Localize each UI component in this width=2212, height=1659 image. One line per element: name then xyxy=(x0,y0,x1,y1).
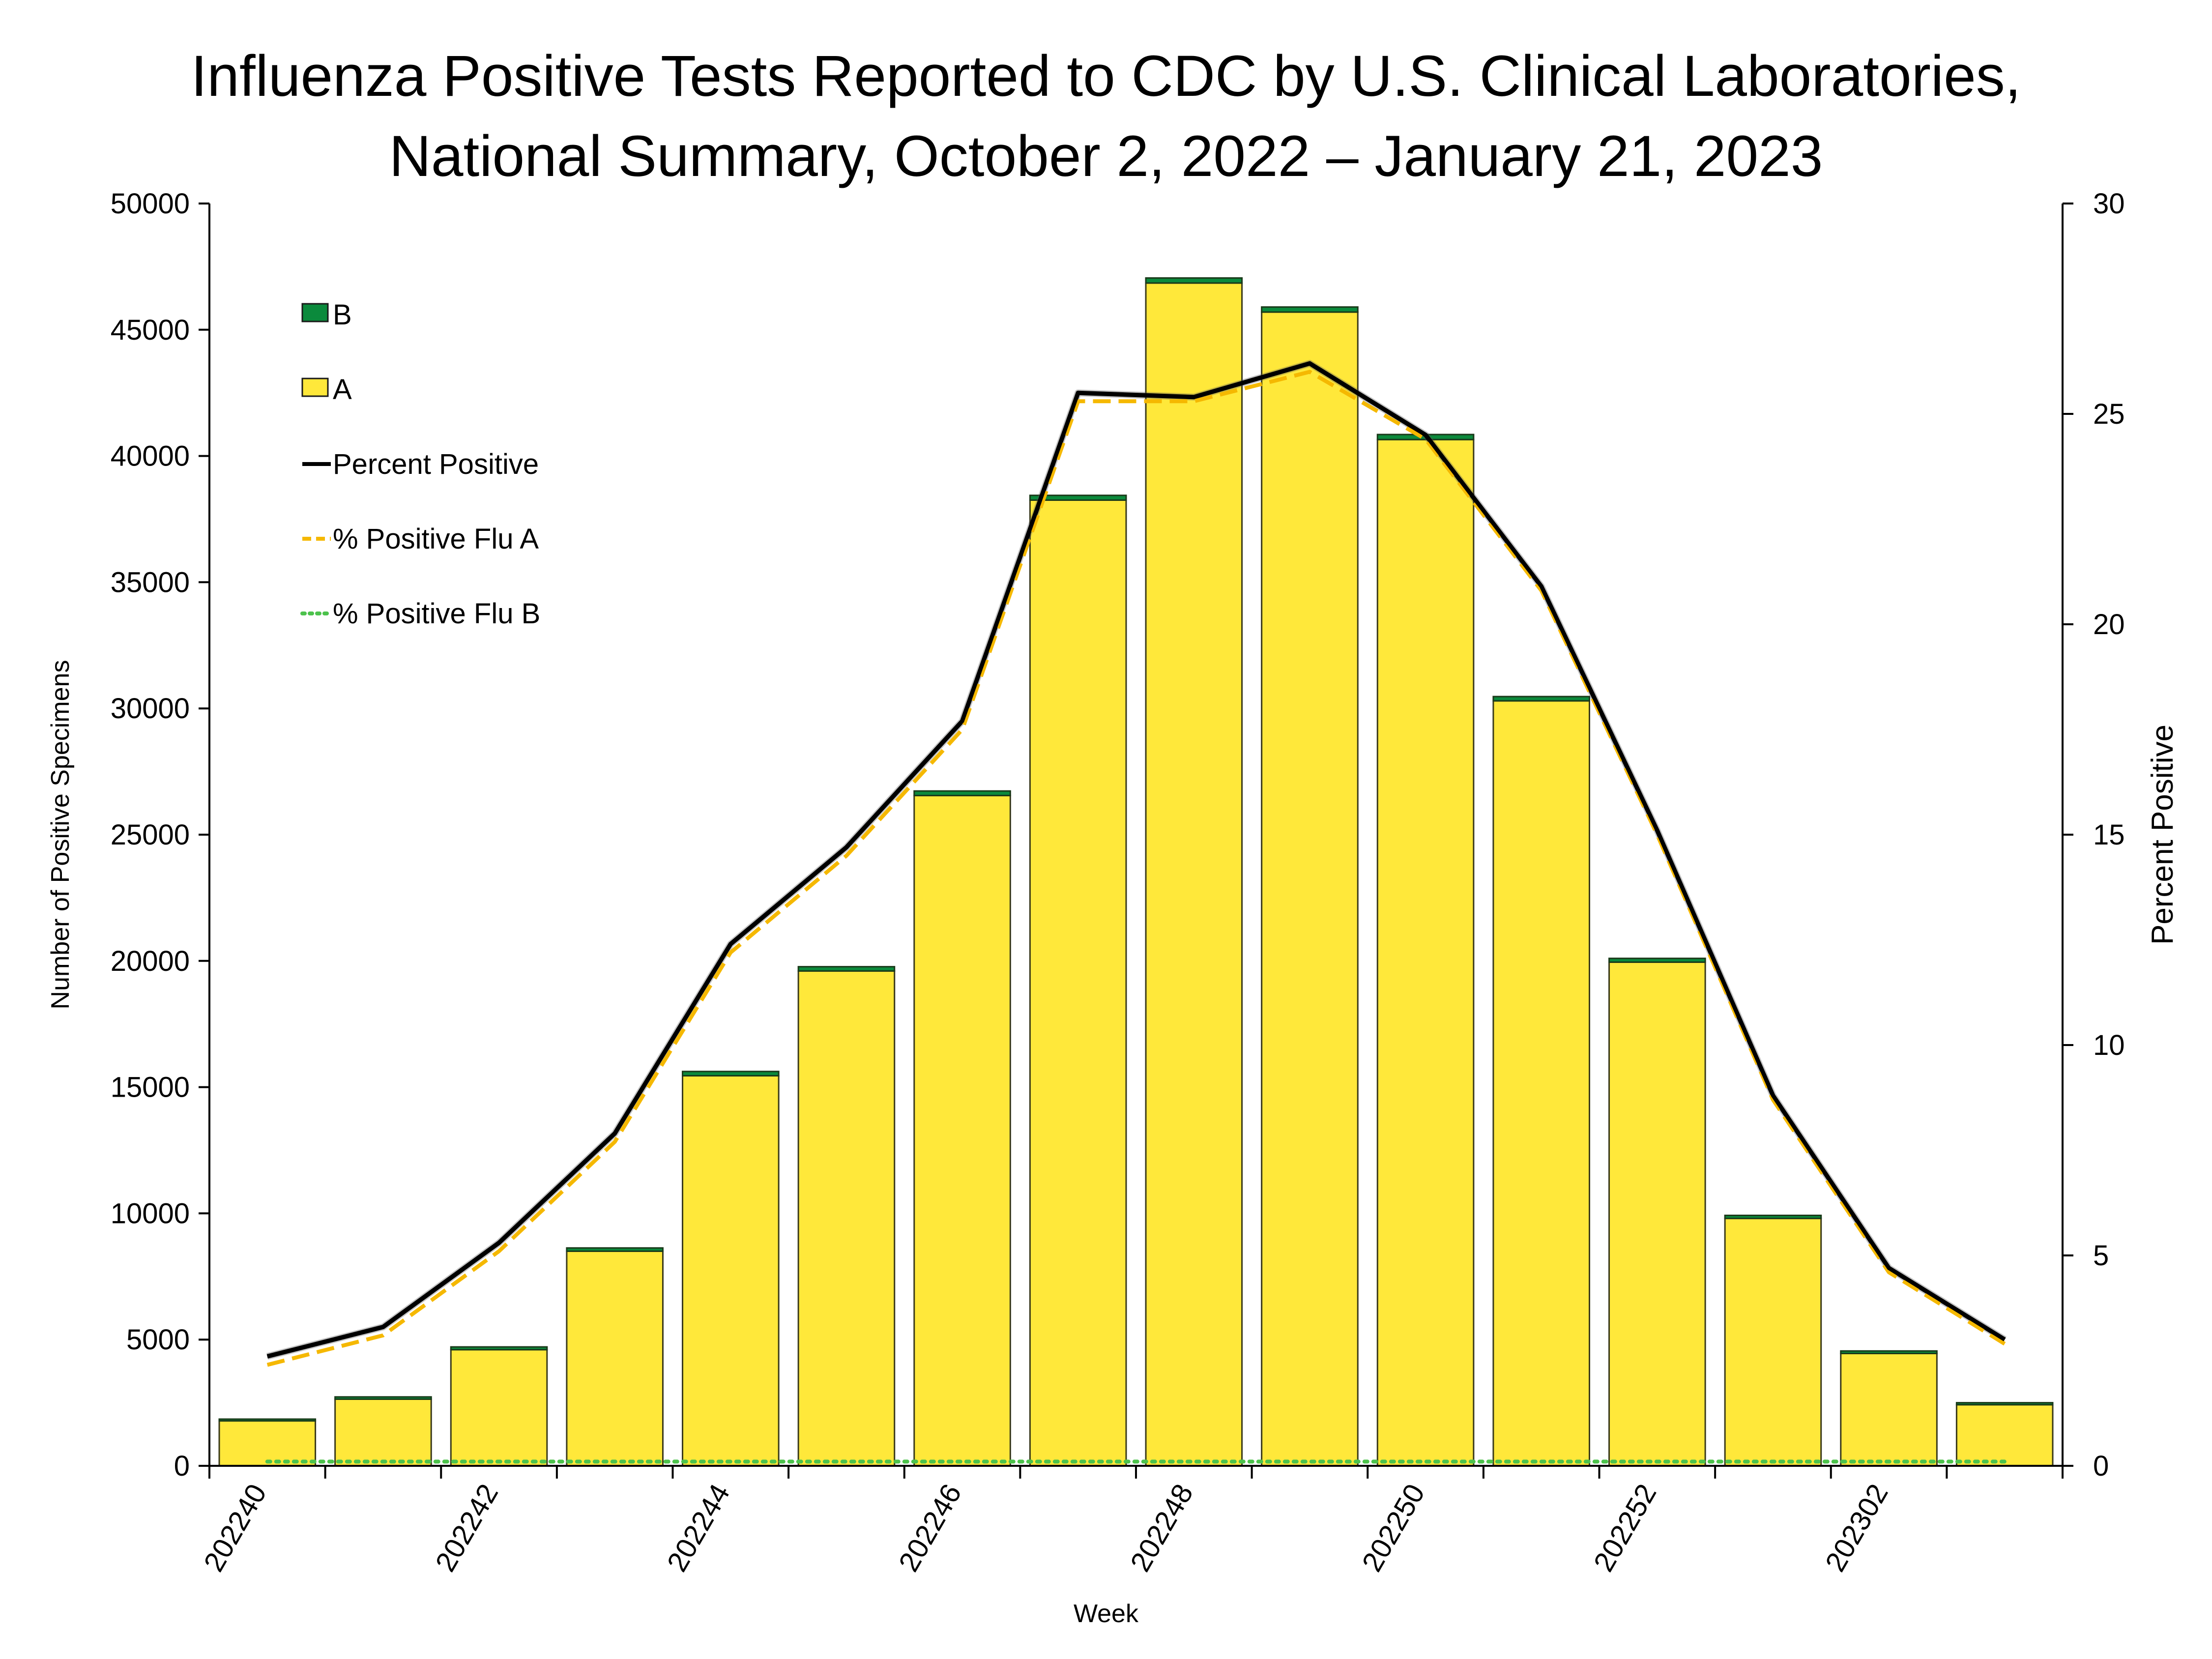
y-right-tick-label: 30 xyxy=(2093,188,2125,220)
bar-b-202249 xyxy=(1261,306,1359,313)
bar-a-202303 xyxy=(1955,1404,2054,1467)
legend-swatch-a xyxy=(301,378,329,397)
y-left-tick-label: 15000 xyxy=(111,1072,190,1104)
bar-a-202243 xyxy=(566,1250,664,1467)
legend-label: B xyxy=(333,299,352,331)
legend-label: % Positive Flu B xyxy=(333,598,540,630)
y-left-tick-label: 20000 xyxy=(111,945,190,977)
bar-a-202249 xyxy=(1261,311,1359,1467)
bar-b-202251 xyxy=(1492,696,1590,702)
y-left-tick-label: 25000 xyxy=(111,819,190,851)
y-left-tick-label: 40000 xyxy=(111,440,190,472)
bar-a-202242 xyxy=(450,1349,548,1467)
legend-label: Percent Positive xyxy=(333,448,539,480)
bar-b-202245 xyxy=(797,966,896,972)
bar-b-202248 xyxy=(1145,277,1243,284)
bar-b-202246 xyxy=(913,790,1011,796)
y-left-tick-label: 35000 xyxy=(111,566,190,598)
y-left-tick-label: 0 xyxy=(174,1450,190,1482)
bar-a-202241 xyxy=(334,1398,432,1467)
bar-a-202302 xyxy=(1840,1352,1938,1467)
bar-b-202244 xyxy=(682,1071,780,1077)
y-right-tick-label: 0 xyxy=(2093,1450,2109,1482)
y-right-tick-label: 25 xyxy=(2093,398,2125,430)
y-left-tick-label: 10000 xyxy=(111,1197,190,1229)
legend-label: A xyxy=(333,374,352,406)
bar-a-202248 xyxy=(1145,282,1243,1467)
lines-layer xyxy=(265,360,2007,1464)
bar-a-202246 xyxy=(913,794,1011,1467)
y-right-tick-label: 20 xyxy=(2093,609,2125,640)
chart-title-line-1: Influenza Positive Tests Reported to CDC… xyxy=(191,44,2021,109)
y-left-tick-label: 50000 xyxy=(111,188,190,220)
bar-b-202243 xyxy=(566,1247,664,1252)
bar-b-202242 xyxy=(450,1346,548,1351)
x-axis-label: Week xyxy=(1074,1600,1139,1628)
y-left-tick-label: 5000 xyxy=(126,1324,190,1356)
y-left-tick-label: 45000 xyxy=(111,314,190,346)
bar-b-202247 xyxy=(1029,495,1127,501)
chart-title-line-2: National Summary, October 2, 2022 – Janu… xyxy=(389,124,1823,189)
bar-a-202251 xyxy=(1492,700,1590,1467)
legend-swatch-b xyxy=(301,303,329,322)
bar-b-202240 xyxy=(218,1418,317,1422)
bar-a-202240 xyxy=(218,1420,317,1467)
bar-a-202247 xyxy=(1029,499,1127,1467)
bar-a-202301 xyxy=(1724,1218,1822,1467)
bar-a-202244 xyxy=(682,1075,780,1467)
legend-label: % Positive Flu A xyxy=(333,523,539,555)
bar-b-202302 xyxy=(1840,1350,1938,1354)
y-left-tick-label: 30000 xyxy=(111,693,190,725)
bar-b-202301 xyxy=(1724,1215,1822,1220)
bars-layer xyxy=(218,277,2054,1467)
bar-b-202241 xyxy=(334,1396,432,1400)
y-right-tick-label: 10 xyxy=(2093,1029,2125,1061)
bar-a-202252 xyxy=(1608,961,1706,1467)
legend: B A Percent Positive % Positive Flu A % Posi… xyxy=(300,299,540,630)
bar-b-202303 xyxy=(1955,1402,2054,1406)
bar-a-202245 xyxy=(797,970,896,1467)
bar-a-202250 xyxy=(1376,438,1475,1467)
axes-layer xyxy=(199,203,2073,1479)
y-axis-left-label: Number of Positive Specimens xyxy=(46,660,75,1010)
series-line-percent-positive-top xyxy=(266,361,2006,1359)
text-layer: 0 5000 10000 15000 20000 25000 30000 35000 40000… xyxy=(46,44,2180,1628)
y-right-tick-label: 5 xyxy=(2093,1240,2109,1272)
bar-b-202252 xyxy=(1608,958,1706,963)
y-axis-right-label: Percent Positive xyxy=(2146,725,2180,945)
y-right-tick-label: 15 xyxy=(2093,819,2125,851)
